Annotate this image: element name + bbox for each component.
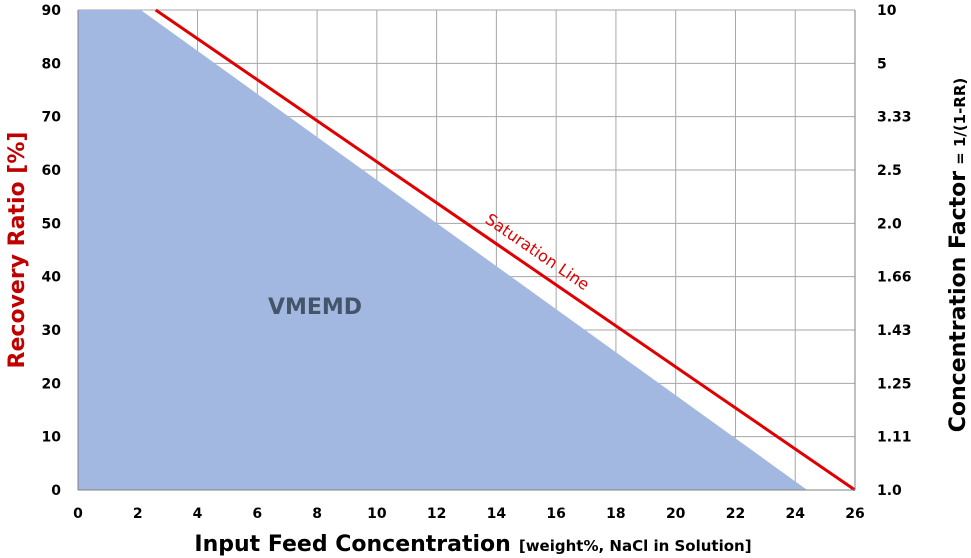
y-tick-label: 0 bbox=[51, 483, 61, 499]
y-right-tick-label: 1.25 bbox=[877, 376, 912, 392]
y-right-tick-label: 1.66 bbox=[877, 270, 912, 286]
y-tick-label: 90 bbox=[42, 3, 62, 19]
area-vmemd bbox=[78, 10, 808, 490]
y-right-tick-label: 3.33 bbox=[877, 110, 912, 126]
x-tick-label: 2 bbox=[133, 506, 143, 522]
y-tick-label: 50 bbox=[42, 216, 62, 232]
x-tick-label: 8 bbox=[312, 506, 322, 522]
y-right-tick-label: 2.5 bbox=[877, 163, 902, 179]
x-tick-label: 24 bbox=[785, 506, 805, 522]
y-axis-title-right-main: Concentration Factor bbox=[946, 171, 971, 433]
line-saturation bbox=[154, 8, 856, 492]
x-tick-label: 12 bbox=[427, 506, 446, 522]
x-tick-label: 0 bbox=[73, 506, 83, 522]
y-tick-label: 10 bbox=[42, 430, 62, 446]
y-tick-label: 80 bbox=[42, 56, 62, 72]
x-tick-label: 20 bbox=[666, 506, 686, 522]
x-axis-title-main: Input Feed Concentration bbox=[194, 532, 510, 557]
y-tick-label: 20 bbox=[42, 376, 62, 392]
x-tick-label: 6 bbox=[252, 506, 262, 522]
x-tick-label: 4 bbox=[193, 506, 203, 522]
y-tick-labels: 0 10 20 30 40 50 60 70 80 90 bbox=[42, 3, 62, 499]
x-tick-label: 10 bbox=[367, 506, 387, 522]
y-right-tick-label: 2.0 bbox=[877, 216, 902, 232]
y-axis-title-right: Concentration Factor = 1/(1-RR) bbox=[946, 78, 971, 433]
series-layer bbox=[78, 8, 856, 492]
x-tick-labels: 0 2 4 6 8 10 12 14 16 18 20 22 24 26 bbox=[73, 506, 865, 522]
x-tick-label: 16 bbox=[546, 506, 565, 522]
y-tick-label: 70 bbox=[42, 110, 62, 126]
y-right-tick-label: 1.11 bbox=[877, 430, 912, 446]
x-tick-label: 18 bbox=[606, 506, 625, 522]
x-tick-label: 26 bbox=[845, 506, 864, 522]
axes bbox=[77, 10, 856, 491]
y-tick-label: 40 bbox=[42, 270, 62, 286]
y-axis-title-right-formula: = 1/(1-RR) bbox=[951, 78, 969, 165]
y-right-tick-labels: 1.0 1.11 1.25 1.43 1.66 2.0 2.5 3.33 5 10 bbox=[877, 3, 912, 499]
x-tick-label: 22 bbox=[726, 506, 745, 522]
x-tick-label: 14 bbox=[487, 506, 507, 522]
x-axis-title-unit: [weight%, NaCl in Solution] bbox=[519, 537, 752, 555]
y-right-tick-label: 10 bbox=[877, 3, 897, 19]
y-tick-label: 30 bbox=[42, 323, 62, 339]
y-right-tick-label: 1.43 bbox=[877, 323, 912, 339]
y-tick-label: 60 bbox=[42, 163, 62, 179]
y-axis-title-left: Recovery Ratio [%] bbox=[5, 132, 30, 369]
x-axis-title: Input Feed Concentration [weight%, NaCl i… bbox=[194, 532, 751, 557]
series-label-vmemd: VMEMD bbox=[268, 295, 362, 320]
y-right-tick-label: 1.0 bbox=[877, 483, 902, 499]
y-right-tick-label: 5 bbox=[877, 56, 887, 72]
